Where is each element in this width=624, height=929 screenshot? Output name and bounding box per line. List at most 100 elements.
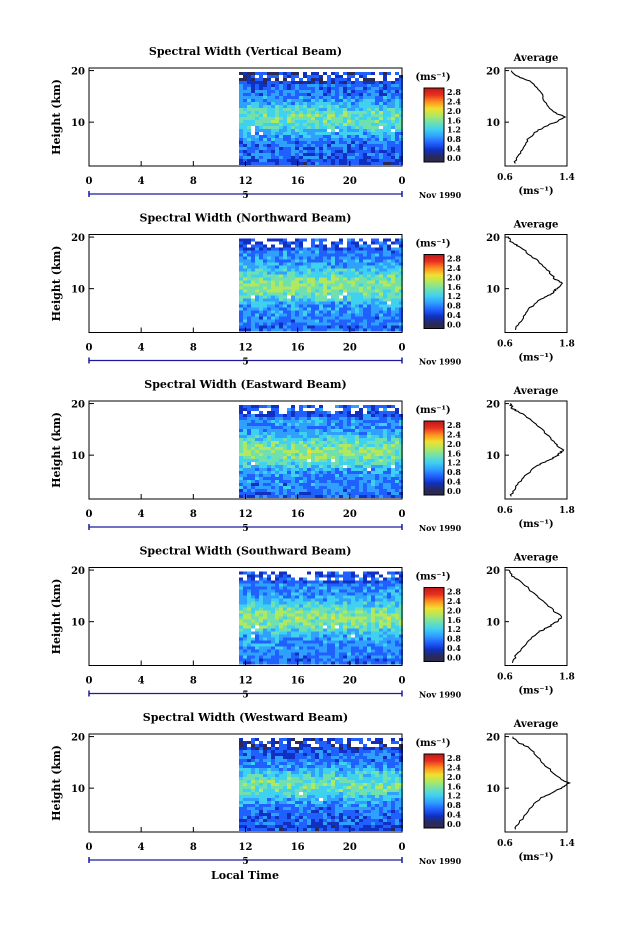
profile-x-tick-label: 1.8 xyxy=(559,673,575,683)
heatmap-field xyxy=(239,571,403,665)
colorbar-frame xyxy=(423,87,445,163)
x-tick-label: 4 xyxy=(138,676,145,687)
profile-x-tick-label: 0.6 xyxy=(497,340,513,350)
date-label: 5 xyxy=(242,524,248,534)
x-tick-label: 8 xyxy=(190,176,197,187)
colorbar-tick-label: 2.8 xyxy=(447,587,461,597)
profile-x-tick-label: 0.6 xyxy=(497,506,513,516)
profile-x-tick-label: 0.6 xyxy=(497,173,513,183)
colorbar-floor xyxy=(424,823,444,828)
colorbar-tick-label: 2.4 xyxy=(447,429,461,439)
x-tick-label: 4 xyxy=(138,343,145,354)
colorbar-tick-label: 1.2 xyxy=(447,791,461,801)
colorbar-tick-label: 2.0 xyxy=(447,772,461,782)
y-axis-label: Height (km) xyxy=(50,745,63,821)
y-tick-label: 20 xyxy=(71,733,85,744)
panel-1: Spectral Width (Vertical Beam) 10 20 Height… xyxy=(50,45,575,201)
colorbar-frame xyxy=(423,420,445,496)
y-axis-label: Height (km) xyxy=(50,412,63,488)
colorbar-tick-label: 0.0 xyxy=(447,153,461,163)
heatmap-field xyxy=(239,72,403,165)
profile-title: Average xyxy=(513,53,559,64)
colorbar-tick-label: 2.4 xyxy=(447,596,461,606)
colorbar-unit: (ms⁻¹) xyxy=(415,738,450,749)
profile-x-tick-label: 1.4 xyxy=(559,173,575,183)
profile-y-tick-label: 10 xyxy=(486,784,500,795)
x-tick-label: 0 xyxy=(86,676,93,687)
colorbar-tick-label: 1.2 xyxy=(447,125,461,135)
colorbar xyxy=(424,88,444,157)
date-label: 5 xyxy=(242,857,248,867)
colorbar-tick-label: 1.6 xyxy=(447,615,461,625)
colorbar-unit: (ms⁻¹) xyxy=(415,72,450,83)
x-tick-label: 0 xyxy=(399,176,406,187)
colorbar-tick-label: 2.8 xyxy=(447,254,461,264)
colorbar-tick-label: 2.0 xyxy=(447,272,461,282)
colorbar xyxy=(424,587,444,657)
colorbar-unit: (ms⁻¹) xyxy=(415,405,450,416)
profile-title: Average xyxy=(513,220,559,231)
date-label: 5 xyxy=(242,691,248,701)
profile-frame xyxy=(504,234,568,333)
profile-x-tick-label: 0.6 xyxy=(497,673,513,683)
colorbar-tick-label: 1.6 xyxy=(447,448,461,458)
colorbar-unit: (ms⁻¹) xyxy=(415,239,450,250)
profile-xlabel: (ms⁻¹) xyxy=(518,686,553,697)
colorbar-frame xyxy=(423,753,445,829)
x-tick-label: 16 xyxy=(291,176,305,187)
profile-xlabel: (ms⁻¹) xyxy=(518,852,553,863)
panel-2: Spectral Width (Northward Beam) 10 20 Heigh… xyxy=(50,212,575,368)
profile-x-tick-label: 1.8 xyxy=(559,506,575,516)
colorbar-frame xyxy=(423,587,445,662)
profile-frame xyxy=(504,567,568,666)
profile-y-tick-label: 20 xyxy=(486,233,500,244)
y-tick-label: 20 xyxy=(71,566,85,577)
month-label: Nov 1990 xyxy=(419,357,462,367)
date-label: 5 xyxy=(242,358,248,368)
month-label: Nov 1990 xyxy=(419,190,462,200)
x-tick-label: 8 xyxy=(190,509,197,520)
x-tick-label: 12 xyxy=(239,509,253,520)
colorbar-floor xyxy=(424,656,444,662)
x-tick-label: 0 xyxy=(86,343,93,354)
x-tick-label: 0 xyxy=(399,676,406,687)
x-tick-label: 20 xyxy=(343,842,357,853)
panel-title: Spectral Width (Southward Beam) xyxy=(139,545,351,558)
colorbar-tick-label: 0.4 xyxy=(447,310,461,320)
x-tick-label: 4 xyxy=(138,842,145,853)
y-tick-label: 10 xyxy=(71,784,85,795)
colorbar-tick-label: 0.4 xyxy=(447,643,461,653)
x-tick-label: 8 xyxy=(190,842,197,853)
colorbar-tick-label: 2.4 xyxy=(447,263,461,273)
colorbar-tick-label: 0.0 xyxy=(447,320,461,330)
panel-title: Spectral Width (Vertical Beam) xyxy=(149,45,342,58)
colorbar-frame xyxy=(423,254,445,329)
profile-frame xyxy=(504,733,568,833)
heatmap-field xyxy=(239,405,403,498)
x-tick-label: 8 xyxy=(190,343,197,354)
profile-line xyxy=(508,403,565,497)
profile-title: Average xyxy=(513,386,559,397)
colorbar-floor xyxy=(424,323,444,329)
colorbar xyxy=(424,754,444,823)
panel-title: Spectral Width (Northward Beam) xyxy=(140,212,352,225)
panel-3: Spectral Width (Eastward Beam) 10 20 Height… xyxy=(50,378,575,534)
profile-xlabel: (ms⁻¹) xyxy=(518,186,553,197)
x-tick-label: 16 xyxy=(291,509,305,520)
colorbar-tick-label: 0.4 xyxy=(447,477,461,487)
y-tick-label: 20 xyxy=(71,67,85,78)
x-tick-label: 12 xyxy=(239,176,253,187)
colorbar-tick-label: 0.4 xyxy=(447,144,461,154)
x-tick-label: 20 xyxy=(343,343,357,354)
colorbar-tick-label: 1.2 xyxy=(447,291,461,301)
profile-title: Average xyxy=(513,719,559,730)
profile-line xyxy=(508,569,562,664)
figure-xlabel: Local Time xyxy=(211,869,279,882)
x-tick-label: 16 xyxy=(291,676,305,687)
colorbar-tick-label: 1.6 xyxy=(447,115,461,125)
y-axis-label: Height (km) xyxy=(50,79,63,155)
x-tick-label: 12 xyxy=(239,343,253,354)
colorbar-tick-label: 0.8 xyxy=(447,301,461,311)
colorbar-floor xyxy=(424,157,444,162)
